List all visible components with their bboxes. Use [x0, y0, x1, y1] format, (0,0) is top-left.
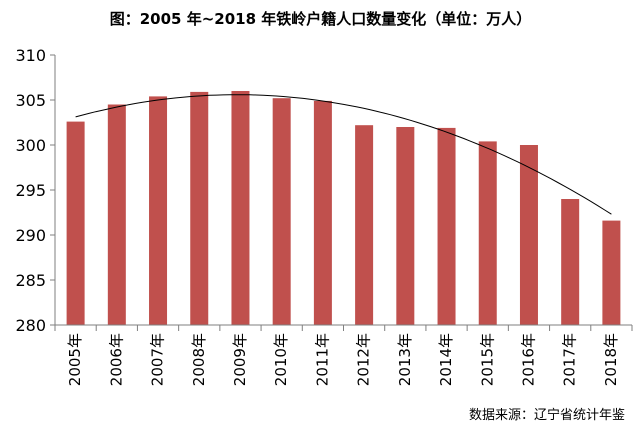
bar [437, 127, 456, 326]
x-tick-label: 2009年 [231, 333, 249, 386]
y-tick-label: 300 [15, 136, 46, 155]
x-tick-label: 2006年 [107, 333, 125, 386]
x-tick-label: 2016年 [519, 333, 537, 386]
x-tick-label: 2017年 [561, 333, 579, 386]
bar [602, 220, 621, 325]
y-tick-label: 310 [15, 46, 46, 65]
x-tick-label: 2011年 [313, 333, 331, 386]
bar [355, 125, 374, 325]
bar [561, 199, 580, 325]
bar [149, 96, 168, 326]
x-tick-label: 2014年 [437, 333, 455, 386]
trendline-path [75, 94, 612, 215]
x-tick-label: 2010年 [272, 333, 290, 386]
x-tick-label: 2015年 [478, 333, 496, 386]
bar [231, 91, 250, 325]
bar [66, 121, 85, 325]
bar [107, 104, 126, 325]
y-axis: 280 285 290 295 300 305 310 [15, 46, 56, 335]
chart-title: 图：2005 年~2018 年铁岭户籍人口数量变化（单位：万人） [109, 10, 532, 28]
x-tick-label: 2013年 [396, 333, 414, 386]
bar [519, 145, 538, 325]
bar [313, 100, 332, 326]
trendline [75, 94, 612, 215]
bar [190, 91, 209, 326]
y-tick-label: 295 [15, 181, 46, 200]
x-axis: 2005年 2006年 2007年 2008年 2009年 2010年 2011年 2012年… [54, 324, 633, 386]
x-tick-label: 2012年 [355, 333, 373, 386]
y-tick-label: 290 [15, 226, 46, 245]
bar [272, 98, 291, 325]
bars [66, 91, 621, 326]
x-tick-label: 2005年 [66, 333, 84, 386]
y-tick-label: 305 [15, 91, 46, 110]
x-tick-label: 2008年 [190, 333, 208, 386]
bar [396, 127, 415, 325]
x-tick-label: 2018年 [602, 333, 620, 386]
x-tick-label: 2007年 [149, 333, 167, 386]
data-source-note: 数据来源：辽宁省统计年鉴 [468, 408, 625, 423]
y-tick-label: 285 [15, 271, 46, 290]
bar [478, 141, 497, 325]
y-tick-label: 280 [15, 316, 46, 335]
